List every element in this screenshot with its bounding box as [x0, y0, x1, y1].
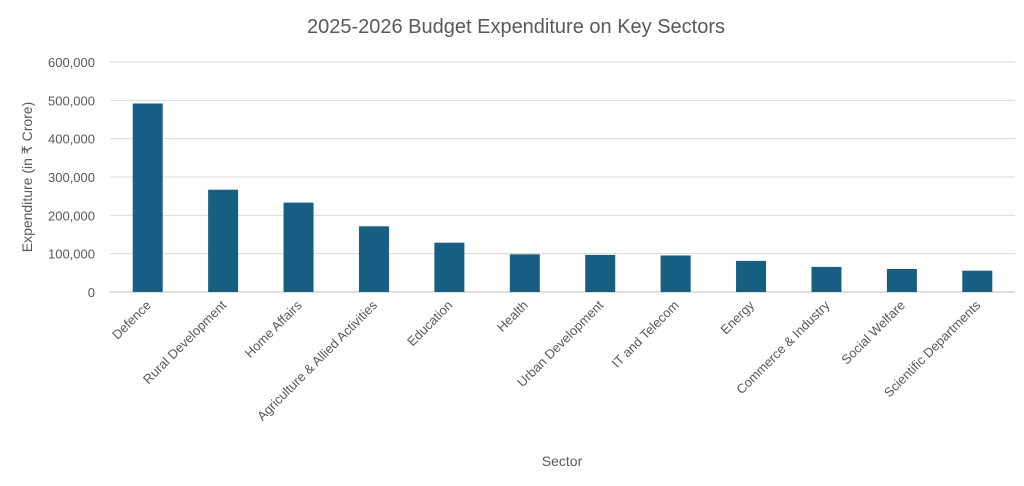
- bar-rural-development: [208, 189, 239, 292]
- y-axis-label: Expenditure (in ₹ Crore): [19, 102, 35, 253]
- x-tick-label: Health: [494, 298, 531, 335]
- y-tick-label: 0: [88, 285, 95, 300]
- y-tick-label: 500,000: [48, 93, 95, 108]
- y-tick-label: 200,000: [48, 208, 95, 223]
- x-tick-label: Education: [404, 298, 455, 349]
- x-tick-label: Energy: [717, 297, 757, 337]
- x-axis-label: Sector: [542, 453, 583, 469]
- x-tick-label: Agriculture & Allied Activities: [254, 297, 380, 423]
- bar-social-welfare: [886, 268, 917, 292]
- bar-defence: [132, 103, 163, 292]
- bar-commerce-industry: [811, 266, 842, 292]
- bar-energy: [736, 260, 767, 292]
- y-tick-label: 400,000: [48, 132, 95, 147]
- bar-it-and-telecom: [660, 255, 691, 292]
- bar-agriculture-allied-activities: [358, 226, 389, 292]
- x-tick-label: Home Affairs: [242, 297, 305, 360]
- y-tick-label: 100,000: [48, 247, 95, 262]
- x-tick-label: IT and Telecom: [609, 298, 682, 371]
- y-tick-label: 300,000: [48, 170, 95, 185]
- x-tick-label: Social Welfare: [838, 298, 908, 368]
- bar-urban-development: [585, 254, 616, 292]
- bar-health: [509, 254, 540, 292]
- x-tick-label: Rural Development: [140, 297, 230, 387]
- x-tick-label: Defence: [109, 298, 154, 343]
- bar-education: [434, 242, 465, 292]
- chart-title: 2025-2026 Budget Expenditure on Key Sect…: [307, 16, 725, 38]
- bar-scientific-departments: [962, 270, 993, 292]
- y-tick-label: 600,000: [48, 55, 95, 70]
- bar-home-affairs: [283, 202, 314, 292]
